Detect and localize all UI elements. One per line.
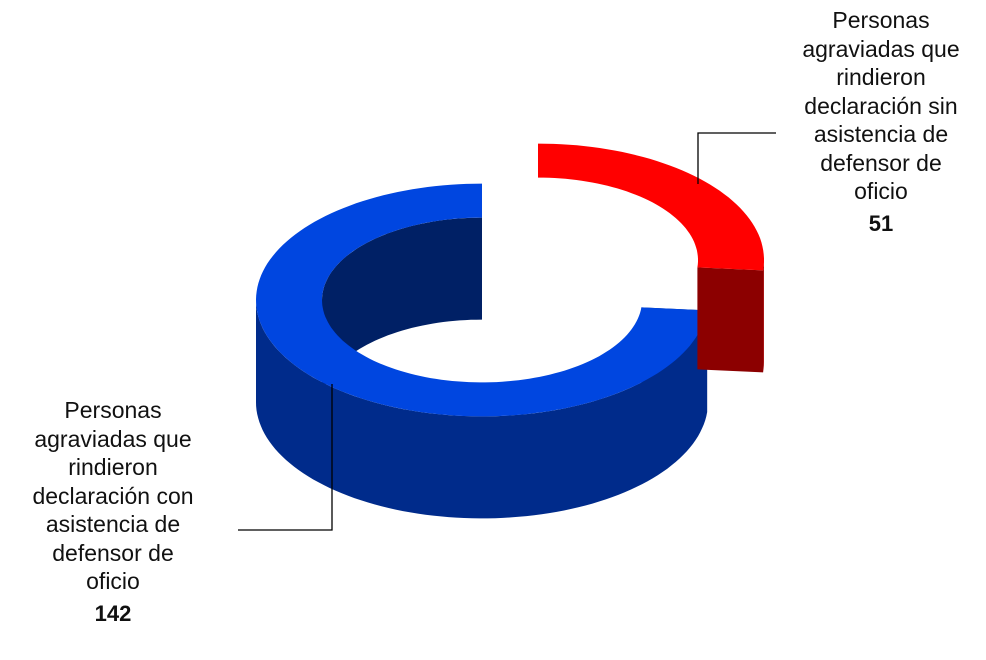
slice-value-label: 142 <box>0 600 226 629</box>
slice-outer-wall <box>763 260 764 372</box>
slice-label-text: Personas agraviadas que rindieron declaraci… <box>0 396 226 596</box>
slice-value-label: 51 <box>776 210 986 239</box>
slice-top-face <box>538 144 764 271</box>
slice-label-line: oficio <box>0 567 226 596</box>
slice-label-sin-asistencia: Personas agraviadas que rindieron declaraci… <box>776 6 986 238</box>
slice-label-line: declaración sin <box>776 92 986 121</box>
slice-label-line: agraviadas que <box>0 425 226 454</box>
slice-label-line: asistencia de <box>0 510 226 539</box>
slice-label-line: declaración con <box>0 482 226 511</box>
leader-line-sin-asistencia <box>698 133 776 184</box>
slice-label-line: asistencia de <box>776 120 986 149</box>
slice-label-line: defensor de <box>0 539 226 568</box>
slice-label-line: agraviadas que <box>776 35 986 64</box>
slice-label-line: rindieron <box>776 63 986 92</box>
slice-label-line: defensor de <box>776 149 986 178</box>
slice-label-line: Personas <box>0 396 226 425</box>
slice-label-line: Personas <box>776 6 986 35</box>
slice-label-line: rindieron <box>0 453 226 482</box>
slice-label-text: Personas agraviadas que rindieron declaraci… <box>776 6 986 206</box>
slice-end-cap <box>697 267 763 372</box>
slice-label-con-asistencia: Personas agraviadas que rindieron declaraci… <box>0 396 226 628</box>
slice-label-line: oficio <box>776 177 986 206</box>
